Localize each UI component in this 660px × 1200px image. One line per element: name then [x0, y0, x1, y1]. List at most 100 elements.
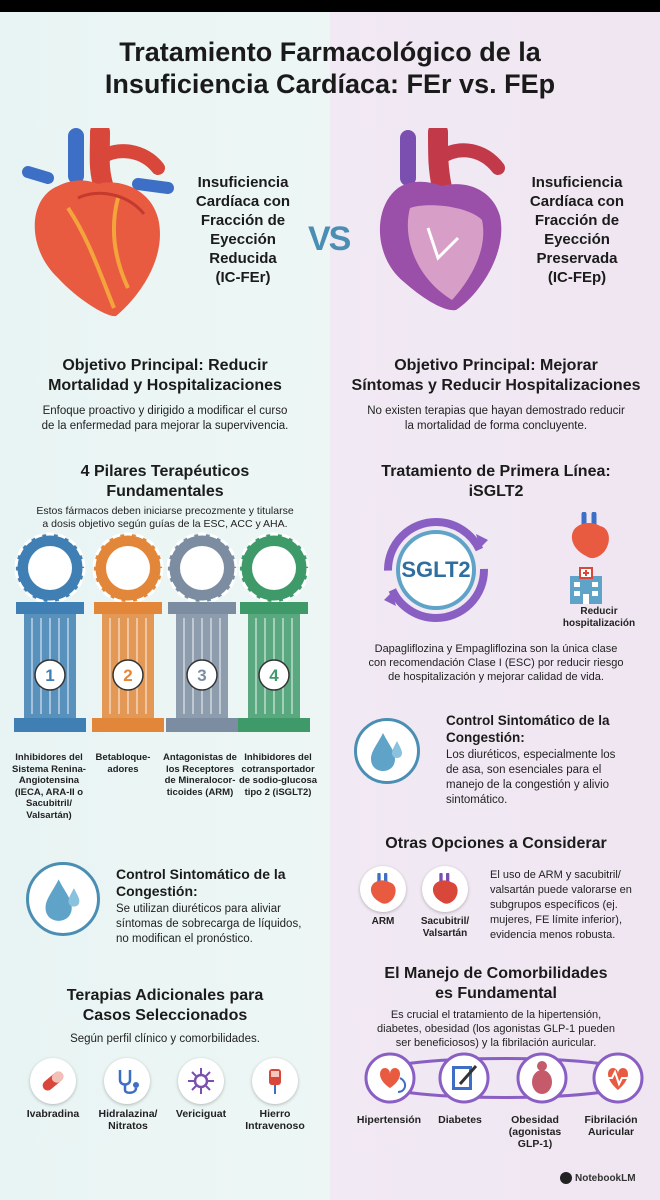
- pillar-number: 4: [269, 666, 279, 685]
- other-item-sacubitril: Sacubitril/ Valsartán: [420, 916, 470, 939]
- pillars-header: 4 Pilares Terapéuticos Fundamentales Est…: [10, 462, 320, 531]
- first-line-text: Dapagliflozina y Empagliflozina son la ú…: [338, 642, 654, 684]
- right-objective-title: Síntomas y Reducir Hospitalizaciones: [351, 377, 641, 394]
- heart-icon: [422, 866, 468, 912]
- additional-item-hierro: Hierro Intravenoso: [245, 1108, 305, 1132]
- right-objective-text: No existen terapias que hayan demostrado…: [367, 405, 625, 417]
- left-objective-title: Mortalidad y Hospitalizaciones: [48, 377, 282, 394]
- reduce-hospitalization-label: Reducir hospitalización: [548, 606, 650, 630]
- left-congestion: Control Sintomático de la Congestión: Se…: [116, 866, 328, 947]
- additional-text: Según perfil clínico y comorbilidades.: [70, 1033, 260, 1045]
- right-congestion-text: sintomático.: [446, 794, 508, 806]
- first-line-title: iSGLT2: [468, 483, 524, 500]
- pillar-label-3: Antagonistas de los Receptores de Minera…: [163, 752, 237, 798]
- right-heading-line: (IC-FEp): [547, 269, 607, 286]
- right-heading-line: Eyección: [544, 231, 610, 248]
- pillar-number: 1: [45, 666, 54, 685]
- pillars-text: a dosis objetivo según guías de la ESC, …: [42, 518, 288, 530]
- first-line-text-line: de hospitalización y mejorar calidad de …: [388, 671, 604, 683]
- pillar-number: 3: [197, 666, 206, 685]
- right-congestion-text: de asa, son esenciales para el: [446, 764, 602, 776]
- right-congestion-title: Congestión:: [446, 730, 525, 745]
- comorb-item-fibrilacion: Fibrilación Auricular: [584, 1114, 638, 1138]
- title-line-2: Insuficiencia Cardíaca: FEr vs. FEp: [104, 69, 556, 99]
- sglt2-text: SGLT2: [401, 557, 470, 582]
- comorbidities-header: El Manejo de Comorbilidades es Fundament…: [338, 964, 654, 1050]
- comorbidities-chain: [356, 1048, 652, 1108]
- right-objective-text: la mortalidad de forma concluyente.: [404, 420, 588, 432]
- person-icon: [532, 1061, 552, 1094]
- additional-title: Terapias Adicionales para: [66, 987, 264, 1004]
- pill-icon: [30, 1058, 76, 1104]
- pillars-graphic: 1 2 3 4: [14, 532, 310, 732]
- first-line-header: Tratamiento de Primera Línea: iSGLT2: [338, 462, 654, 502]
- right-objective-title: Objetivo Principal: Mejorar: [394, 357, 598, 374]
- right-heading-line: Insuficiencia: [531, 174, 623, 191]
- left-heading-line: Eyección: [210, 231, 276, 248]
- left-heading-line: Reducida: [209, 250, 277, 267]
- title-line-1: Tratamiento Farmacológico de la: [119, 37, 541, 67]
- left-objective-text: Enfoque proactivo y dirigido a modificar…: [42, 405, 288, 417]
- comorb-title: El Manejo de Comorbilidades: [384, 965, 608, 982]
- notebook-pen-icon: [452, 1065, 478, 1090]
- other-text-line: mujeres, FE límite inferior),: [490, 914, 623, 926]
- heart-icon: [360, 866, 406, 912]
- small-heart-icon: [568, 511, 612, 565]
- reduce-label-line: Reducir: [580, 606, 618, 617]
- left-heading-line: (IC-FEr): [215, 269, 271, 286]
- pillars-title: Fundamentales: [106, 483, 224, 500]
- additional-item-hidralazina: Hidralazina/ Nitratos: [98, 1108, 158, 1132]
- iv-bag-icon: [252, 1058, 298, 1104]
- left-congestion-title: Control Sintomático de la: [116, 866, 286, 882]
- left-objective: Objetivo Principal: Reducir Mortalidad y…: [10, 356, 320, 434]
- pillar-label-4: Inhibidores del cotransportador de sodio…: [238, 752, 318, 798]
- molecule-icon: [178, 1058, 224, 1104]
- right-heading-line: Preservada: [536, 250, 618, 267]
- hospital-icon: [566, 566, 606, 611]
- vs-label: VS: [308, 220, 351, 259]
- water-drop-icon: [26, 862, 100, 936]
- pillar-label-1: Inhibidores del Sistema Renina-Angiotens…: [12, 752, 86, 821]
- water-drop-icon: [354, 718, 420, 784]
- comorb-text: ser beneficiosos) y la fibrilación auric…: [395, 1037, 597, 1049]
- comorb-title: es Fundamental: [435, 985, 557, 1002]
- other-text-line: subgrupos específicos (ej.: [490, 899, 618, 911]
- comorb-item-hipertension: Hipertensión: [356, 1114, 422, 1126]
- pillar-number: 2: [123, 666, 132, 685]
- blood-pressure-icon: [380, 1068, 406, 1093]
- page-title: Tratamiento Farmacológico de la Insufici…: [20, 36, 640, 100]
- additional-header: Terapias Adicionales para Casos Seleccio…: [10, 986, 320, 1047]
- notebooklm-logo-icon: [560, 1172, 572, 1184]
- left-objective-text: de la enfermedad para mejorar la supervi…: [41, 420, 289, 432]
- right-heading-line: Cardíaca con: [529, 193, 625, 210]
- comorb-text: Es crucial el tratamiento de la hiperten…: [390, 1009, 602, 1021]
- right-congestion-text: manejo de la congestión y alivio: [446, 779, 610, 791]
- pillar-4: 4: [238, 532, 310, 732]
- sglt2-icon: SGLT2: [376, 510, 496, 635]
- left-heading-line: Cardíaca con: [195, 193, 291, 210]
- right-congestion-title: Control Sintomático de la: [446, 713, 610, 728]
- pillar-label-2: Betabloque-adores: [95, 752, 151, 775]
- left-congestion-text: síntomas de sobrecarga de líquidos,: [116, 918, 302, 930]
- left-heading: Insuficiencia Cardíaca con Fracción de E…: [176, 173, 310, 287]
- pillars-text: Estos fármacos deben iniciarse precozmen…: [36, 505, 294, 517]
- other-text-line: valsartán puede valorarse en: [490, 884, 632, 896]
- other-item-arm: ARM: [371, 916, 395, 927]
- left-congestion-text: Se utilizan diuréticos para aliviar: [116, 903, 281, 915]
- comorb-item-diabetes: Diabetes: [438, 1114, 482, 1126]
- brand-text: NotebookLM: [575, 1172, 636, 1184]
- right-heading-line: Fracción de: [534, 212, 620, 229]
- other-options-text: El uso de ARM y sacubitril/ valsartán pu…: [490, 868, 654, 943]
- right-objective: Objetivo Principal: Mejorar Síntomas y R…: [338, 356, 654, 434]
- first-line-text-line: con recomendación Clase I (ESC) por redu…: [368, 657, 624, 669]
- heart-ecg-icon: [604, 1068, 632, 1090]
- stethoscope-icon: [104, 1058, 150, 1104]
- pillars-title: 4 Pilares Terapéuticos: [80, 463, 250, 480]
- left-congestion-title: Congestión:: [116, 883, 198, 899]
- comorb-item-obesidad: Obesidad (agonistas GLP-1): [508, 1114, 562, 1150]
- additional-item-vericiguat: Vericiguat: [175, 1108, 227, 1120]
- other-options-title: Otras Opciones a Considerar: [385, 835, 607, 852]
- pillar-3: 3: [166, 532, 238, 732]
- other-text-line: evidencia menos robusta.: [490, 929, 616, 941]
- left-heading-line: Insuficiencia: [197, 174, 289, 191]
